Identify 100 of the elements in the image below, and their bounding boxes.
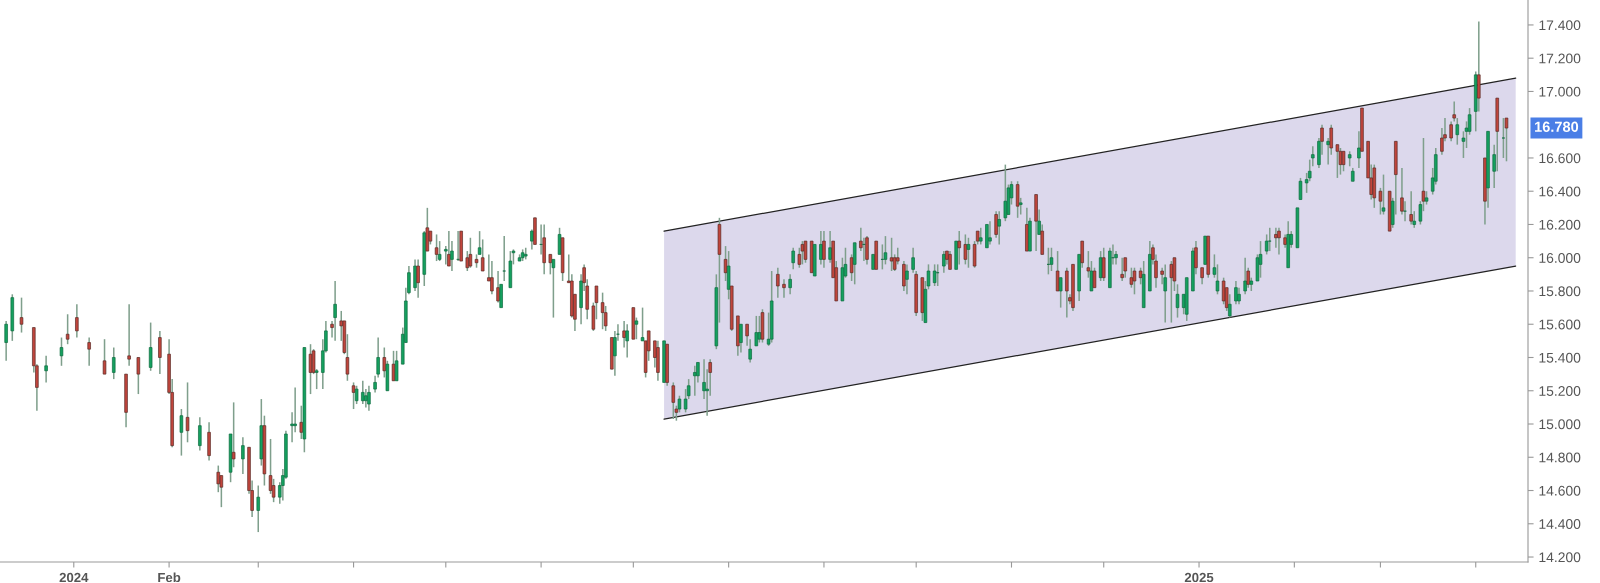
y-tick-label: 14.400	[1539, 519, 1581, 529]
candlestick	[308, 343, 313, 395]
candlestick	[1055, 250, 1060, 292]
candlestick	[1215, 263, 1220, 296]
y-tick-label: 17.000	[1539, 86, 1581, 97]
candlestick	[1080, 240, 1084, 269]
candlestick	[776, 266, 780, 299]
x-tick-label: 2024	[59, 572, 89, 583]
candlestick	[800, 240, 805, 266]
candlestick	[502, 235, 506, 282]
candlestick	[1228, 293, 1232, 319]
x-tick-label: 2025	[1184, 572, 1214, 583]
x-tick-label: Feb	[158, 572, 181, 583]
candlestick	[148, 321, 153, 372]
candlestick	[382, 346, 387, 379]
y-tick-label: 14.800	[1539, 452, 1581, 463]
candlestick	[625, 323, 629, 359]
candlestick	[354, 384, 359, 405]
candlestick	[966, 237, 971, 269]
candlestick	[391, 350, 396, 382]
candlestick	[241, 436, 245, 475]
y-tick-label: 15.600	[1539, 319, 1581, 330]
candlestick	[600, 291, 605, 330]
candlestick	[361, 380, 365, 405]
candlestick	[136, 356, 141, 395]
candlestick	[932, 263, 937, 287]
y-tick-label: 15.800	[1539, 286, 1581, 297]
candlestick	[748, 338, 752, 364]
candlestick	[557, 227, 562, 256]
y-tick-label: 17.200	[1539, 53, 1581, 64]
candlestick	[1298, 177, 1303, 201]
candlestick	[231, 401, 236, 468]
candlestick	[1477, 20, 1481, 113]
candlestick	[905, 263, 909, 296]
candlestick	[447, 230, 451, 267]
candlestick	[754, 315, 759, 347]
candlestick	[1058, 276, 1063, 309]
candlestick	[468, 237, 473, 269]
candlestick	[314, 368, 319, 390]
candlestick	[198, 416, 202, 452]
candlestick	[333, 280, 337, 342]
candlestick	[1449, 120, 1453, 143]
candlestick	[1268, 227, 1272, 252]
candlestick	[1381, 173, 1386, 216]
candlestick	[634, 316, 639, 340]
candlestick	[256, 484, 260, 533]
candlestick	[434, 233, 439, 262]
candlestick	[985, 223, 989, 249]
candlestick	[788, 273, 792, 296]
candlestick	[207, 421, 211, 462]
candlestick	[822, 230, 826, 269]
candlestick	[416, 258, 420, 299]
candlestick	[1455, 117, 1460, 146]
candlestick	[865, 235, 869, 266]
candlestick	[394, 350, 399, 382]
candlestick	[1258, 240, 1263, 279]
candlestick	[127, 303, 131, 367]
candlestick	[1092, 266, 1097, 289]
candlestick	[1049, 246, 1054, 272]
candlestick	[59, 336, 64, 367]
candlestick	[1086, 250, 1091, 279]
candlestick	[803, 240, 808, 264]
candlestick	[75, 303, 79, 339]
y-tick-label: 15.200	[1539, 386, 1581, 396]
y-tick-label: 14.600	[1539, 485, 1581, 496]
candlestick	[1335, 143, 1340, 179]
candlestick	[65, 313, 70, 345]
candlestick	[1123, 256, 1127, 279]
candlestick	[1409, 190, 1413, 226]
text: 16.780	[1535, 121, 1579, 132]
candlestick	[496, 270, 500, 304]
y-tick-label: 16.400	[1539, 186, 1581, 197]
candlestick	[1175, 283, 1180, 319]
candlestick	[1311, 145, 1315, 168]
candlestick	[791, 246, 795, 271]
candlestick	[1277, 227, 1281, 256]
candlestick	[299, 404, 304, 440]
candlestick	[551, 258, 556, 319]
candlestick	[757, 315, 762, 344]
candlestick	[530, 228, 534, 251]
y-tick-label: 17.400	[1539, 20, 1581, 31]
y-tick-label: 15.000	[1539, 419, 1581, 430]
candlestick	[926, 263, 931, 291]
candlestick	[1243, 256, 1247, 296]
candlestick	[407, 265, 411, 296]
candlestick	[1132, 266, 1137, 296]
candlestick	[1501, 117, 1506, 159]
candlestick	[591, 301, 596, 332]
candlestick	[480, 238, 485, 272]
candlestick	[988, 220, 992, 246]
candlestick	[902, 260, 906, 292]
y-tick-label: 16.000	[1539, 253, 1581, 263]
candlestick	[112, 346, 116, 380]
candlestick	[87, 336, 91, 367]
candlestick	[726, 250, 731, 301]
candlestick	[44, 355, 48, 384]
candlestick	[1341, 150, 1346, 173]
candlestick	[693, 365, 697, 397]
candlestick	[997, 210, 1001, 246]
y-tick-label: 14.200	[1539, 552, 1581, 563]
